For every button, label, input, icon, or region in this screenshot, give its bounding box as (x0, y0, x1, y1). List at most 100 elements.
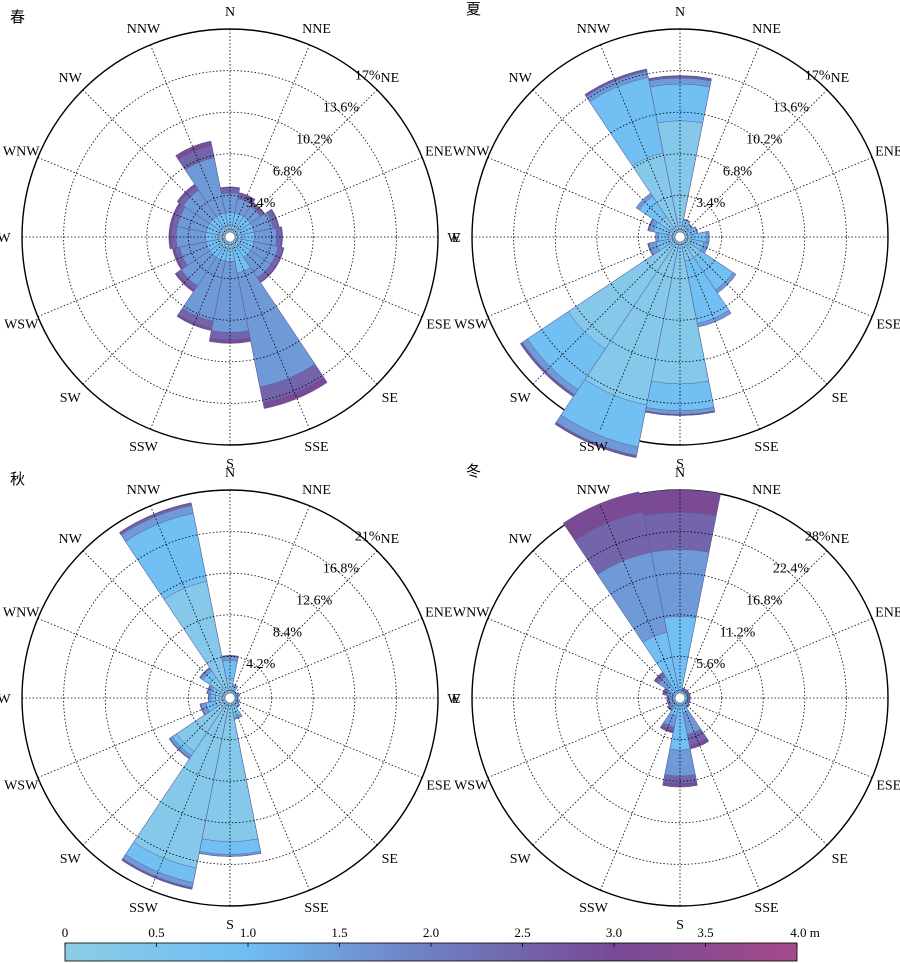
petal-NNW (175, 140, 231, 238)
direction-label: NE (830, 71, 849, 86)
center-marker (224, 231, 236, 243)
wind-rose-panel-2: 夏 N NNE NE ENE E ESE SE SSE S SSW SW WSW W WNW NW NNW 3.4… (447, 2, 900, 472)
ring-label: 4.2% (246, 657, 276, 672)
direction-label: SSE (754, 440, 778, 455)
ring-label: 17% (805, 69, 831, 84)
petal-SSW (121, 697, 231, 890)
grid-spoke (229, 697, 423, 778)
direction-label: NNE (302, 483, 331, 498)
ring-label: 10.2% (746, 132, 783, 147)
direction-label: WSW (454, 317, 489, 332)
petal-WNW (647, 218, 681, 238)
grid-ring (146, 153, 314, 321)
colorbar-tick-label: 0.5 (148, 925, 164, 940)
ring-label: 22.4% (773, 562, 810, 577)
direction-label: W (0, 692, 11, 707)
grid-ring (63, 70, 397, 404)
panel-title: 春 (10, 9, 25, 26)
petal-segment (632, 152, 681, 238)
grid-ring (104, 111, 356, 363)
direction-label: SSE (304, 901, 328, 916)
ring-label: 16.8% (746, 593, 783, 608)
colorbar-tick-label: 2.0 (423, 925, 439, 940)
direction-label: NW (509, 532, 533, 547)
colorbar-tick-label: 0 (62, 925, 69, 940)
panel-title: 夏 (466, 2, 481, 18)
petal-segment (663, 616, 697, 699)
ring-label: 13.6% (323, 101, 360, 116)
ring-label: 6.8% (273, 164, 303, 179)
petal-ENE (229, 208, 280, 238)
grid-ring (63, 531, 397, 865)
direction-label: ENE (875, 145, 900, 160)
direction-label: SSW (579, 440, 609, 455)
grid-ring (513, 70, 847, 404)
direction-label: SSW (129, 901, 159, 916)
grid-spoke (532, 697, 681, 846)
direction-label: S (226, 457, 234, 472)
direction-label: ESE (876, 778, 900, 793)
center-marker (674, 231, 686, 243)
direction-label: SW (510, 391, 532, 406)
direction-label: SW (60, 391, 82, 406)
direction-label: NNE (752, 22, 781, 37)
grid-spoke (679, 697, 873, 778)
direction-label: SE (382, 852, 398, 867)
petal-SSE (229, 697, 243, 720)
direction-label: W (0, 231, 11, 246)
direction-label: ENE (875, 606, 900, 621)
petal-SSW (554, 236, 681, 459)
direction-label: E (452, 692, 461, 707)
petal-S (198, 697, 262, 857)
ring-label: 16.8% (323, 562, 360, 577)
grid-ring (104, 572, 356, 824)
direction-label: NNW (127, 22, 161, 37)
direction-label: W (447, 231, 461, 246)
direction-label: WNW (3, 145, 40, 160)
petal-WNW (169, 202, 231, 238)
panel-title: 冬 (466, 463, 481, 480)
petal-NNW (119, 502, 231, 699)
wind-rose-panel-3: 秋 N NNE NE ENE E ESE SE SSE S SSW SW WSW W WNW NW NNW 4.2… (0, 466, 460, 933)
petal-WNW (206, 684, 231, 699)
petal-N (639, 489, 721, 699)
grid-spoke (487, 697, 681, 778)
grid-ring (187, 656, 272, 741)
direction-label: WSW (4, 778, 39, 793)
direction-label: NNW (577, 22, 611, 37)
petal-ESE (679, 236, 710, 254)
direction-label: ENE (425, 145, 452, 160)
ring-label: 3.4% (696, 196, 726, 211)
petal-WSW (647, 236, 681, 256)
ring-label: 8.4% (273, 625, 303, 640)
grid-ring (554, 572, 806, 824)
direction-label: ESE (426, 778, 451, 793)
direction-label: WSW (4, 317, 39, 332)
grid-ring (596, 614, 764, 782)
direction-label: SSW (579, 901, 609, 916)
petal-segment (642, 632, 681, 699)
direction-label: N (675, 466, 685, 481)
panel-title: 秋 (10, 471, 25, 488)
grid-ring (146, 614, 314, 782)
center-marker (224, 692, 236, 704)
petal-segment (657, 120, 703, 238)
direction-label: S (676, 918, 684, 933)
grid-ring (638, 194, 723, 279)
direction-label: NW (509, 71, 533, 86)
direction-label: E (452, 231, 461, 246)
direction-label: S (226, 918, 234, 933)
direction-label: NW (59, 71, 83, 86)
ring-label: 3.4% (246, 196, 276, 211)
petal-SSW (659, 697, 681, 734)
direction-label: S (676, 457, 684, 472)
colorbar-tick-label: 2.5 (514, 925, 530, 940)
direction-label: SW (510, 852, 532, 867)
direction-label: SSE (304, 440, 328, 455)
direction-label: ESE (426, 317, 451, 332)
direction-label: WNW (453, 606, 490, 621)
direction-label: SE (382, 391, 398, 406)
direction-label: NW (59, 532, 83, 547)
petal-NNE (229, 192, 256, 238)
grid-ring (513, 531, 847, 865)
